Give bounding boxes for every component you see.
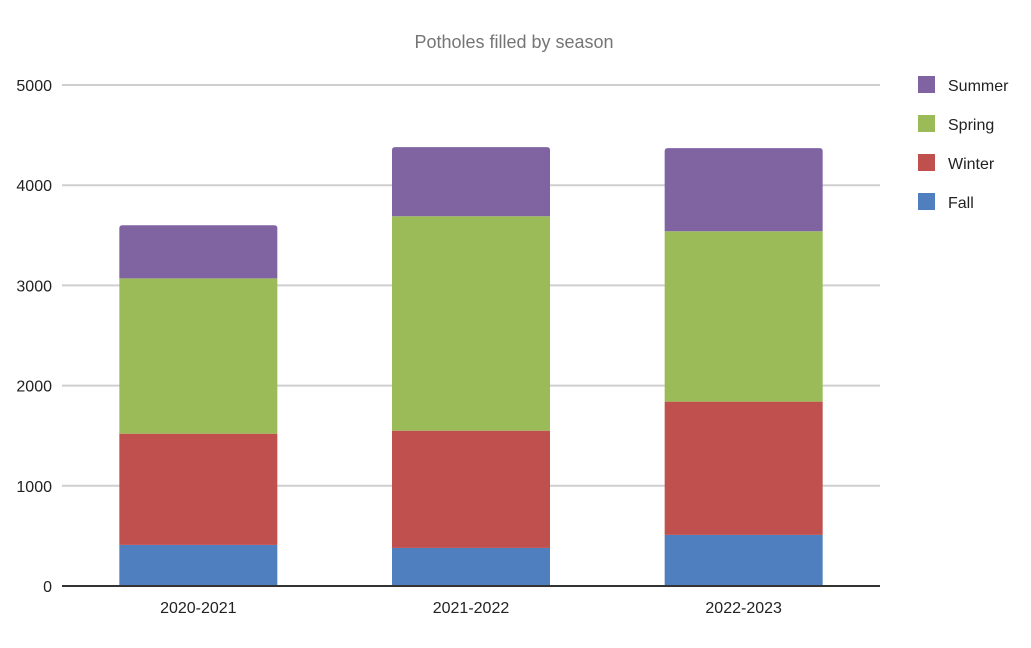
bar-winter-2020-2021 [119,433,278,545]
legend-swatch-spring [918,115,935,132]
y-tick-label: 2000 [16,379,52,396]
y-tick-label: 0 [43,579,52,596]
chart-title: Potholes filled by season [414,32,613,52]
x-tick-label: 2021-2022 [433,600,510,617]
legend-swatch-fall [918,193,935,210]
x-tick-label: 2022-2023 [705,600,782,617]
bar-winter-2022-2023 [664,401,823,535]
bar-spring-2022-2023 [664,231,823,402]
y-tick-label: 3000 [16,278,52,295]
bar-summer-2021-2022 [392,147,550,217]
x-axis-ticks: 2020-2021 2021-2022 2022-2023 [160,600,782,617]
legend: Summer Spring Winter Fall [918,76,1009,212]
bar-fall-2020-2021 [119,544,278,586]
bar-winter-2021-2022 [392,430,550,548]
legend-swatch-summer [918,76,935,93]
legend-swatch-winter [918,154,935,171]
bar-fall-2022-2023 [664,534,823,586]
x-tick-label: 2020-2021 [160,600,237,617]
bar-summer-2020-2021 [119,225,278,279]
bar-summer-2022-2023 [664,148,823,232]
legend-label-winter: Winter [948,156,995,173]
bar-spring-2021-2022 [392,216,550,431]
legend-label-fall: Fall [948,195,974,212]
y-tick-label: 4000 [16,178,52,195]
y-axis-ticks: 0 1000 2000 3000 4000 5000 [16,78,52,596]
bars [119,147,823,586]
y-tick-label: 1000 [16,479,52,496]
bar-fall-2021-2022 [392,547,550,586]
legend-label-spring: Spring [948,117,994,134]
bar-spring-2020-2021 [119,278,278,434]
legend-label-summer: Summer [948,78,1009,95]
y-tick-label: 5000 [16,78,52,95]
